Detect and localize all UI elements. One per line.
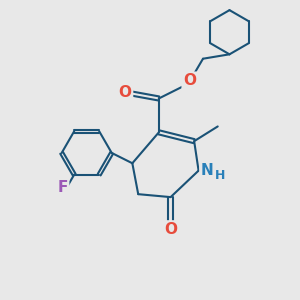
Text: O: O [183, 73, 196, 88]
Text: O: O [164, 222, 177, 237]
Text: O: O [118, 85, 131, 100]
Text: H: H [214, 169, 225, 182]
Text: N: N [201, 163, 214, 178]
Text: F: F [57, 180, 68, 195]
